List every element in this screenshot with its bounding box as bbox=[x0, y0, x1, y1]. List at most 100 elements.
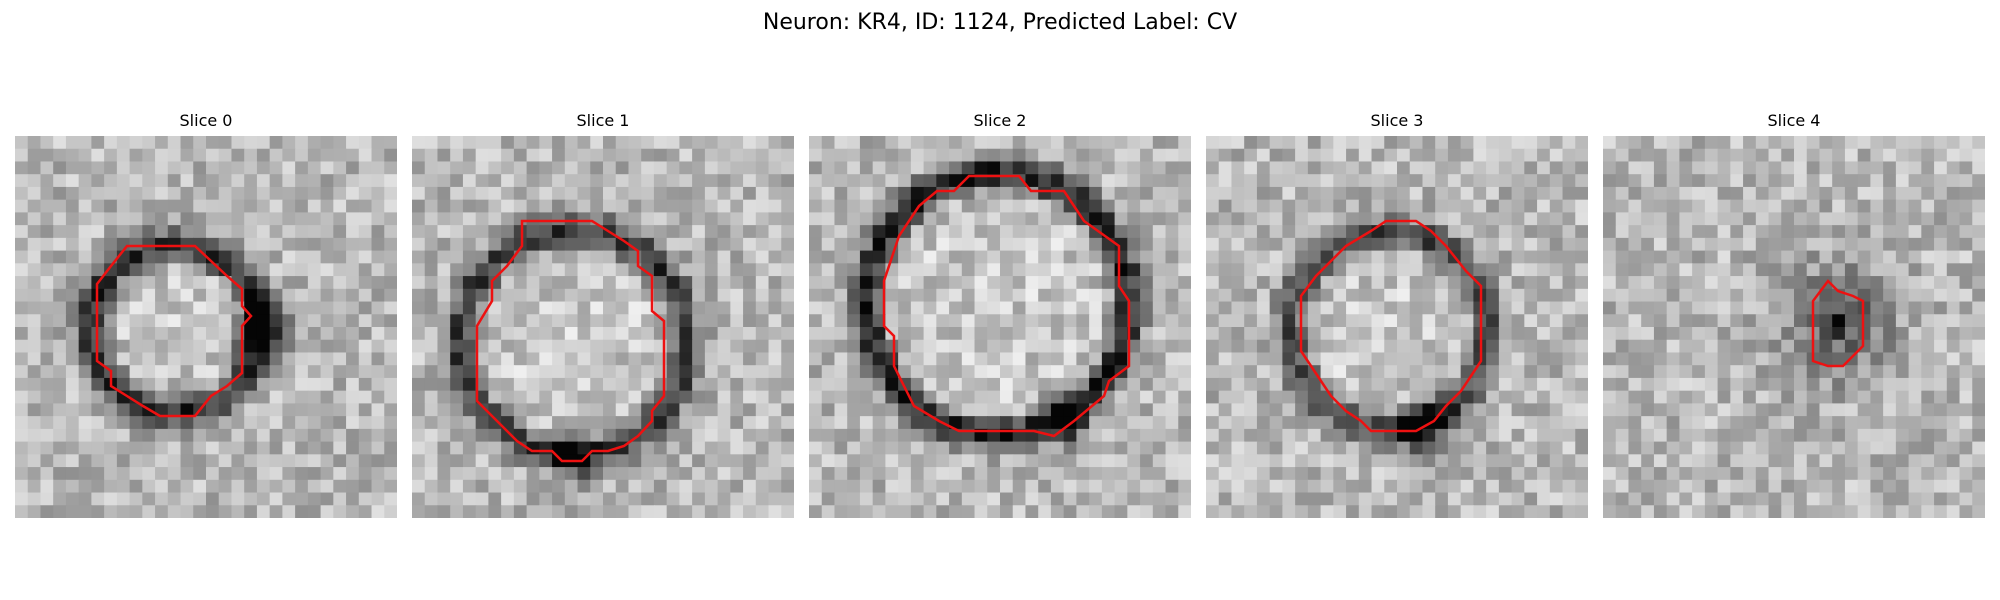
pixel bbox=[1628, 263, 1641, 276]
pixel bbox=[15, 251, 28, 264]
pixel bbox=[616, 263, 629, 276]
pixel bbox=[1064, 263, 1077, 276]
pixel bbox=[1153, 505, 1166, 518]
pixel bbox=[1038, 276, 1051, 289]
pixel bbox=[1244, 238, 1257, 251]
pixel bbox=[590, 467, 603, 480]
pixel bbox=[987, 327, 1000, 340]
pixel bbox=[295, 187, 308, 200]
pixel bbox=[1461, 136, 1474, 149]
pixel bbox=[1089, 200, 1102, 213]
pixel bbox=[1832, 212, 1845, 225]
pixel bbox=[1410, 493, 1423, 506]
pixel bbox=[168, 467, 181, 480]
pixel bbox=[1794, 442, 1807, 455]
pixel bbox=[873, 416, 886, 429]
pixel bbox=[295, 161, 308, 174]
pixel bbox=[333, 429, 346, 442]
pixel bbox=[1628, 225, 1641, 238]
pixel bbox=[463, 149, 476, 162]
pixel bbox=[1499, 251, 1512, 264]
pixel bbox=[425, 276, 438, 289]
pixel bbox=[346, 200, 359, 213]
pixel bbox=[425, 314, 438, 327]
pixel bbox=[936, 340, 949, 353]
pixel bbox=[91, 467, 104, 480]
pixel bbox=[346, 263, 359, 276]
pixel bbox=[346, 238, 359, 251]
pixel bbox=[1025, 480, 1038, 493]
pixel bbox=[1013, 149, 1026, 162]
pixel bbox=[1153, 429, 1166, 442]
pixel bbox=[79, 136, 92, 149]
pixel bbox=[1512, 480, 1525, 493]
pixel bbox=[1616, 251, 1629, 264]
pixel bbox=[1473, 187, 1486, 200]
pixel bbox=[679, 378, 692, 391]
pixel bbox=[1718, 161, 1731, 174]
pixel bbox=[1231, 276, 1244, 289]
pixel bbox=[1219, 454, 1232, 467]
pixel bbox=[1321, 454, 1334, 467]
pixel bbox=[372, 263, 385, 276]
pixel bbox=[769, 467, 782, 480]
pixel bbox=[1308, 174, 1321, 187]
pixel bbox=[1947, 454, 1960, 467]
pixel bbox=[1667, 454, 1680, 467]
pixel bbox=[1486, 161, 1499, 174]
pixel bbox=[1178, 251, 1191, 264]
pixel bbox=[1654, 289, 1667, 302]
pixel bbox=[463, 391, 476, 404]
pixel bbox=[860, 149, 873, 162]
pixel bbox=[1896, 391, 1909, 404]
pixel bbox=[270, 416, 283, 429]
pixel bbox=[1102, 263, 1115, 276]
pixel bbox=[1000, 340, 1013, 353]
pixel bbox=[692, 174, 705, 187]
pixel bbox=[257, 480, 270, 493]
pixel bbox=[333, 314, 346, 327]
pixel bbox=[1244, 200, 1257, 213]
pixel bbox=[1756, 136, 1769, 149]
pixel bbox=[104, 238, 117, 251]
pixel bbox=[1206, 276, 1219, 289]
pixel bbox=[282, 378, 295, 391]
pixel bbox=[1832, 467, 1845, 480]
pixel bbox=[168, 251, 181, 264]
pixel bbox=[488, 429, 501, 442]
pixel bbox=[1486, 149, 1499, 162]
pixel bbox=[578, 429, 591, 442]
pixel bbox=[860, 340, 873, 353]
pixel bbox=[1921, 467, 1934, 480]
pixel bbox=[1972, 442, 1985, 455]
pixel bbox=[1730, 251, 1743, 264]
pixel bbox=[450, 454, 463, 467]
pixel bbox=[616, 187, 629, 200]
pixel bbox=[1166, 352, 1179, 365]
pixel bbox=[321, 340, 334, 353]
pixel bbox=[1616, 187, 1629, 200]
pixel bbox=[860, 480, 873, 493]
pixel bbox=[425, 251, 438, 264]
pixel bbox=[1231, 263, 1244, 276]
pixel bbox=[437, 505, 450, 518]
pixel bbox=[1781, 429, 1794, 442]
pixel bbox=[1499, 505, 1512, 518]
pixel bbox=[1333, 378, 1346, 391]
pixel bbox=[1794, 378, 1807, 391]
pixel bbox=[1153, 149, 1166, 162]
pixel bbox=[282, 391, 295, 404]
pixel bbox=[501, 136, 514, 149]
pixel bbox=[53, 365, 66, 378]
pixel bbox=[321, 314, 334, 327]
pixel bbox=[539, 212, 552, 225]
pixel bbox=[1909, 327, 1922, 340]
pixel bbox=[1410, 340, 1423, 353]
pixel bbox=[1524, 149, 1537, 162]
pixel bbox=[1972, 136, 1985, 149]
pixel bbox=[809, 391, 822, 404]
pixel bbox=[53, 403, 66, 416]
pixel bbox=[987, 149, 1000, 162]
pixel bbox=[1153, 263, 1166, 276]
pixel bbox=[1781, 251, 1794, 264]
